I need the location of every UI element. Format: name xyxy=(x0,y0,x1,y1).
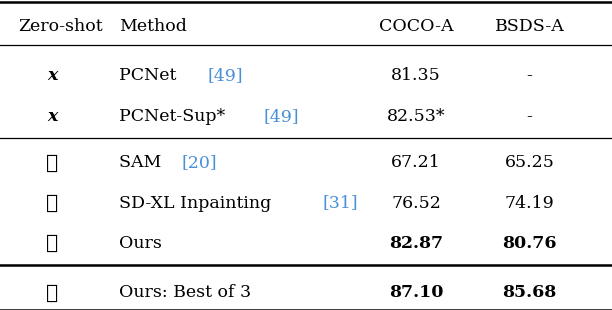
Text: x: x xyxy=(47,68,57,84)
Text: COCO-A: COCO-A xyxy=(379,18,453,35)
Text: [31]: [31] xyxy=(323,195,359,211)
Text: [49]: [49] xyxy=(264,108,299,125)
Text: BSDS-A: BSDS-A xyxy=(494,18,564,35)
Text: 85.68: 85.68 xyxy=(502,285,556,301)
Text: x: x xyxy=(47,108,57,125)
Text: 65.25: 65.25 xyxy=(504,154,554,171)
Text: 80.76: 80.76 xyxy=(502,235,557,252)
Text: -: - xyxy=(526,68,532,84)
Text: Method: Method xyxy=(119,18,187,35)
Text: [20]: [20] xyxy=(181,154,217,171)
Text: Zero-shot: Zero-shot xyxy=(18,18,103,35)
Text: 82.87: 82.87 xyxy=(389,235,443,252)
Text: 74.19: 74.19 xyxy=(504,195,554,211)
Text: [49]: [49] xyxy=(207,68,243,84)
Text: PCNet-Sup*: PCNet-Sup* xyxy=(119,108,231,125)
Text: 81.35: 81.35 xyxy=(391,68,441,84)
Text: PCNet: PCNet xyxy=(119,68,188,84)
Text: SAM: SAM xyxy=(119,154,167,171)
Text: ✓: ✓ xyxy=(46,153,58,173)
Text: 82.53*: 82.53* xyxy=(387,108,446,125)
Text: ✓: ✓ xyxy=(46,193,58,213)
Text: ✓: ✓ xyxy=(46,283,58,303)
Text: 76.52: 76.52 xyxy=(391,195,441,211)
Text: SD-XL Inpainting: SD-XL Inpainting xyxy=(119,195,277,211)
Text: Ours: Best of 3: Ours: Best of 3 xyxy=(119,285,252,301)
Text: 67.21: 67.21 xyxy=(391,154,441,171)
Text: 87.10: 87.10 xyxy=(389,285,444,301)
Text: Ours: Ours xyxy=(119,235,162,252)
Text: ✓: ✓ xyxy=(46,233,58,253)
Text: -: - xyxy=(526,108,532,125)
